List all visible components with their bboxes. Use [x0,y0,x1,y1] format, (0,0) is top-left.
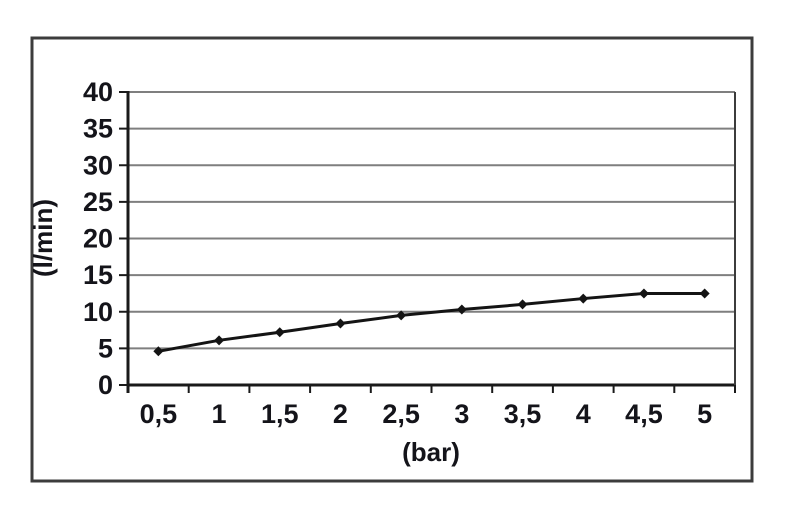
data-point-marker [335,318,346,329]
data-point-marker [214,335,225,346]
x-axis-title: (bar) [402,437,460,467]
x-tick-label: 0,5 [140,399,178,429]
gridlines [128,91,735,350]
x-tick-label: 5 [697,399,712,429]
x-tick-label: 2,5 [382,399,420,429]
x-tick-label: 1 [212,399,227,429]
series-line [156,291,707,353]
data-point-marker [396,310,407,321]
x-tick-label: 2 [333,399,348,429]
x-tick-labels: 0,5 1 1,5 2 2,5 3 3,5 4 4,5 5 [140,399,713,429]
y-tick-label: 5 [98,333,113,363]
y-tick-label: 35 [83,114,113,144]
y-tick-label: 0 [98,370,113,400]
y-axis-title: (l/min) [28,199,58,277]
data-point-marker [638,288,649,299]
x-tick-label: 3,5 [504,399,542,429]
y-tick-labels: 0 5 10 15 20 25 30 35 40 [83,77,113,400]
y-tick-label: 20 [83,224,113,254]
x-tick-label: 3 [454,399,469,429]
x-tick-label: 4,5 [625,399,663,429]
y-tick-label: 30 [83,150,113,180]
axis-lines [126,91,736,393]
x-tick-label: 1,5 [261,399,299,429]
series [153,288,710,357]
y-tick-label: 15 [83,260,113,290]
data-point-marker [153,346,164,357]
data-point-marker [578,293,589,304]
data-point-marker [456,304,467,315]
data-point-marker [517,299,528,310]
y-tick-label: 10 [83,297,113,327]
y-tick-label: 40 [83,77,113,107]
data-point-marker [274,327,285,338]
x-tick-label: 4 [576,399,591,429]
figure-border [30,36,754,483]
data-point-marker [699,288,710,299]
y-tick-label: 25 [83,187,113,217]
